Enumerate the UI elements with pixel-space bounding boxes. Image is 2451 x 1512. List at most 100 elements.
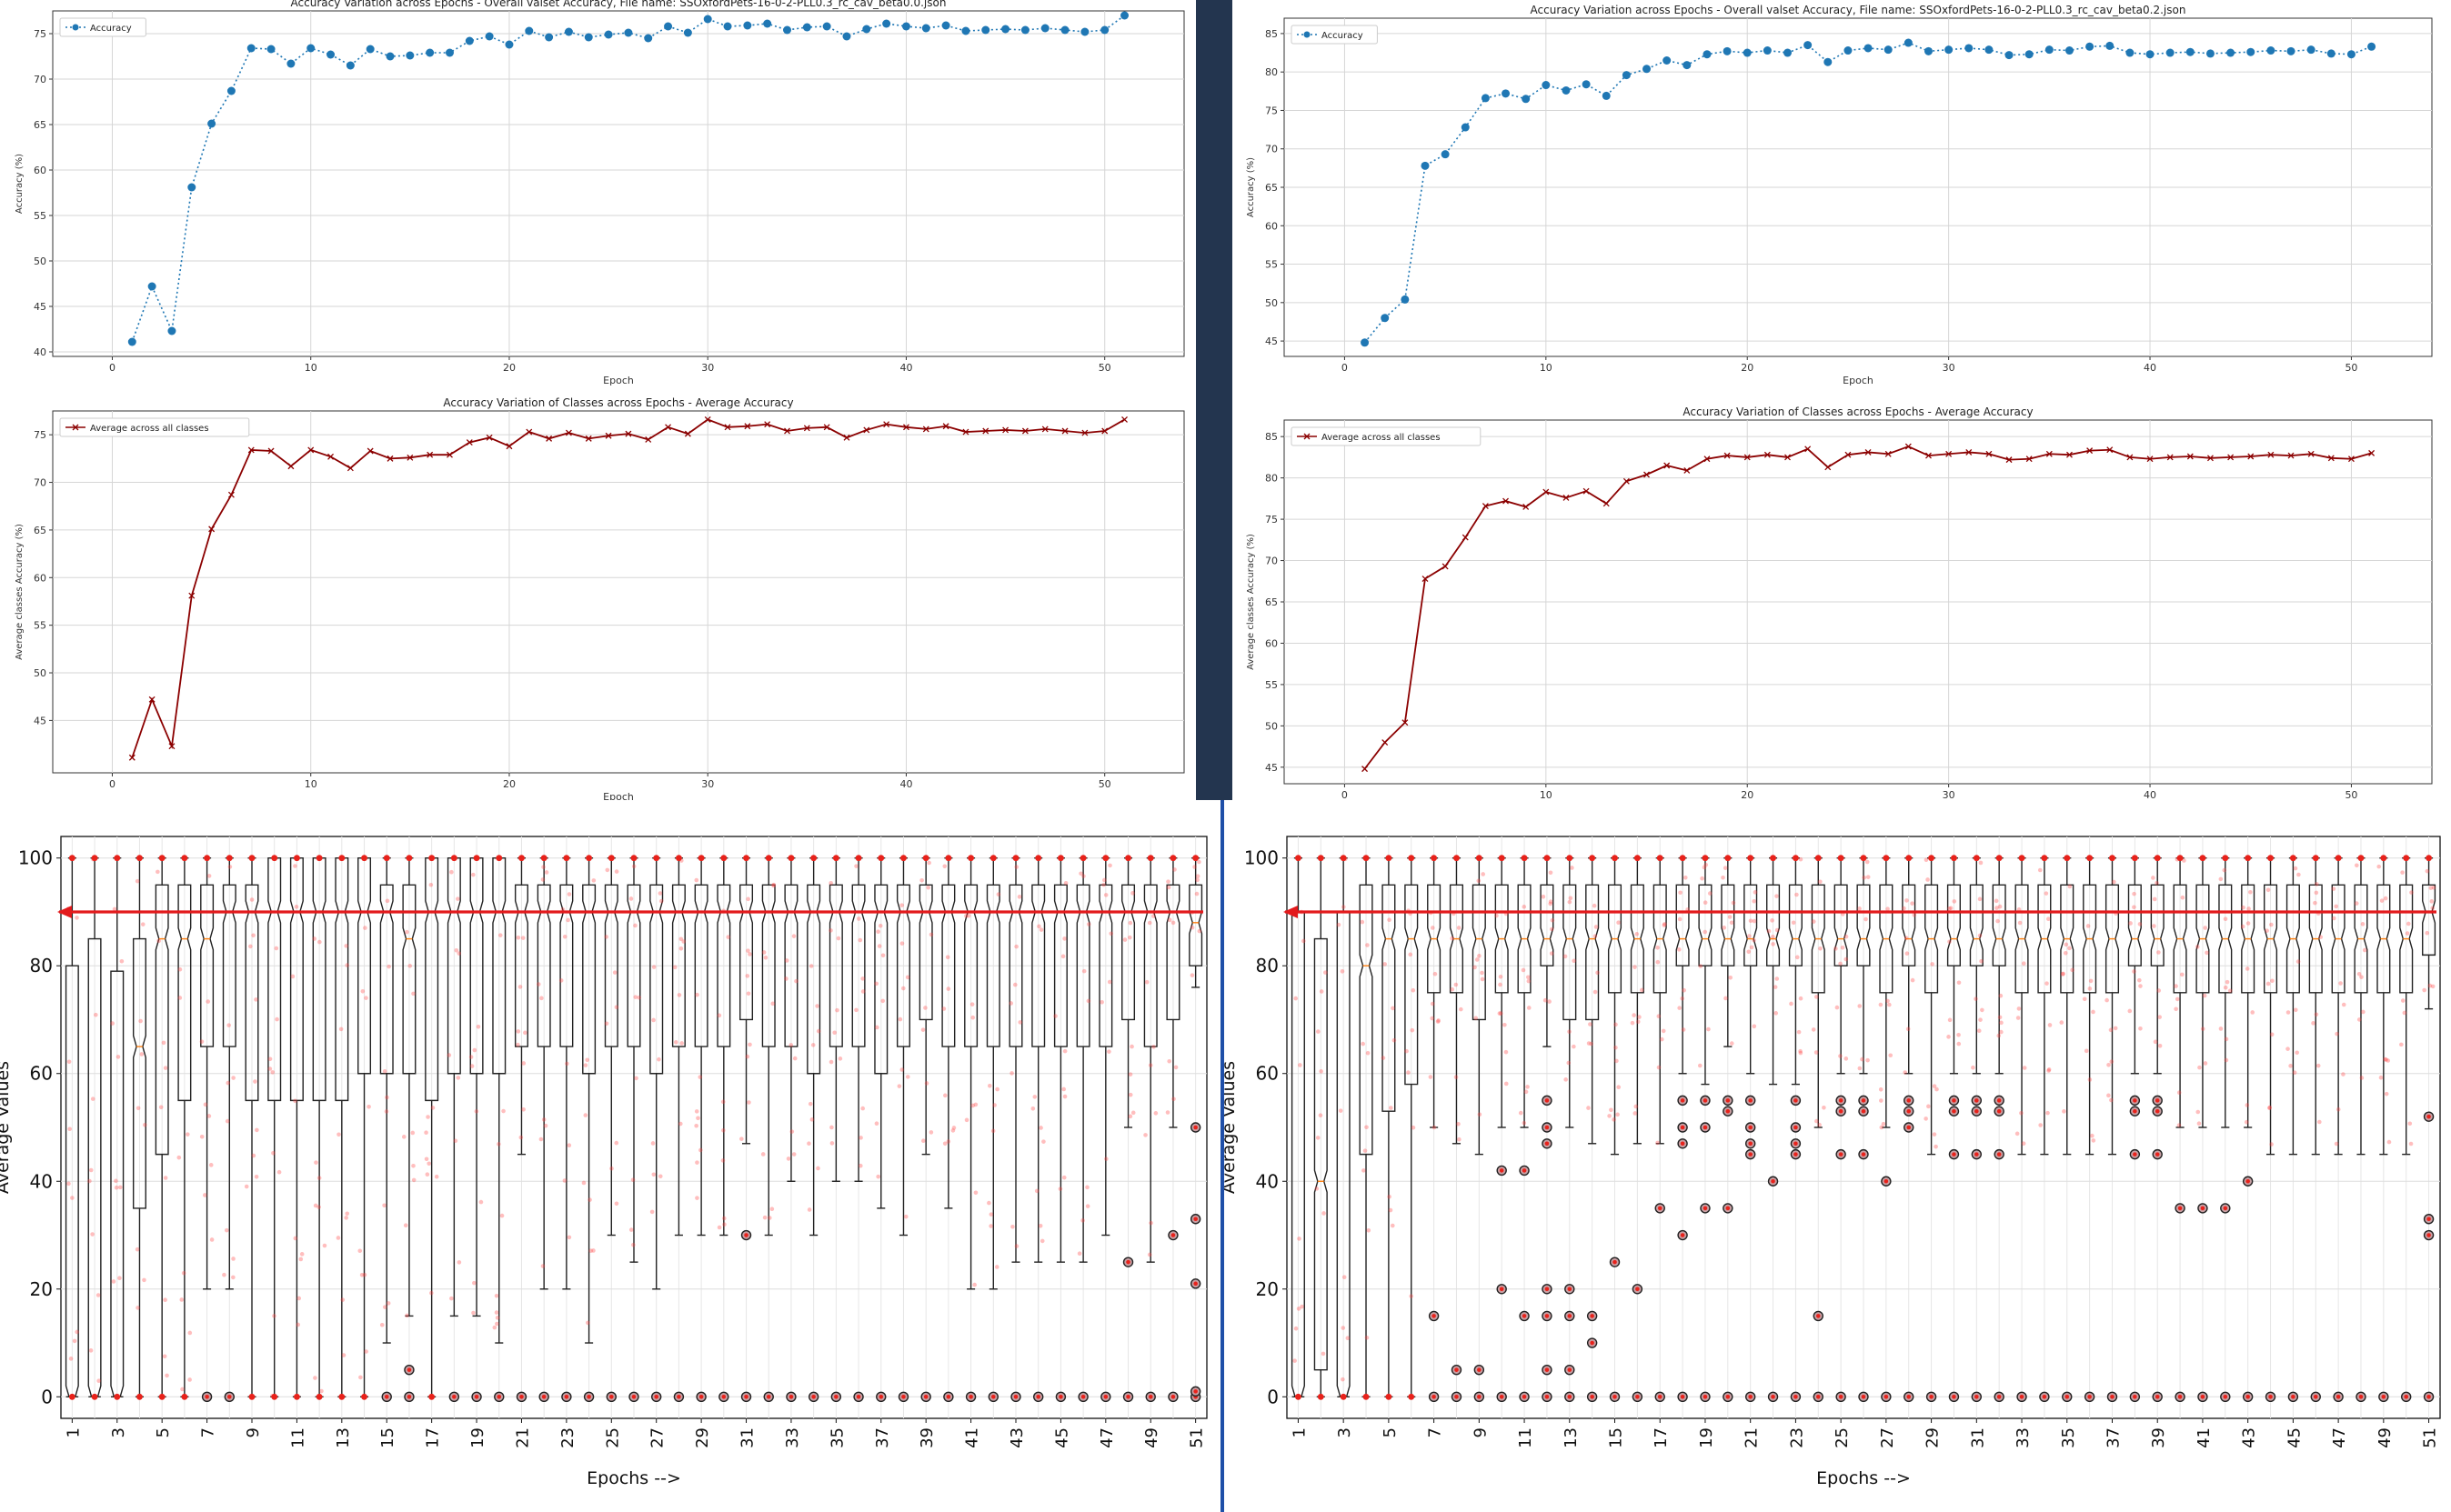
jitter-point-top (2312, 855, 2319, 862)
jitter-point (1997, 1015, 2003, 1020)
jitter-point (1365, 943, 1370, 947)
y-tick-label: 55 (1265, 259, 1278, 271)
jitter-point (1773, 985, 1778, 989)
jitter-point-top (968, 855, 974, 862)
box-epoch-25 (1833, 855, 1849, 1402)
jitter-point (2334, 904, 2338, 909)
jitter-point (2218, 876, 2224, 882)
data-point (366, 45, 375, 54)
jitter-point (2244, 1119, 2249, 1125)
jitter-point (447, 1053, 452, 1057)
jitter-point (2270, 978, 2275, 984)
x-tick-label: 51 (2421, 1427, 2440, 1448)
box-epoch-13 (1562, 855, 1577, 1402)
jitter-point (1592, 934, 1598, 938)
jitter-point (807, 1207, 812, 1212)
jitter-point (1999, 1020, 2004, 1026)
jitter-point (1153, 1111, 1159, 1116)
x-tick-label: 0 (1341, 789, 1348, 800)
jitter-point (650, 1141, 656, 1146)
jitter-point (117, 1276, 122, 1281)
jitter-point (270, 1070, 276, 1075)
jitter-point (379, 1322, 385, 1327)
box-body (447, 857, 461, 1075)
jitter-point-top (518, 855, 525, 862)
outlier-jitter-point (1680, 1394, 1685, 1399)
jitter-point (1633, 1104, 1639, 1109)
jitter-point-top (945, 855, 952, 862)
data-point (1461, 123, 1470, 132)
box-epoch-20 (492, 855, 507, 1402)
jitter-point (658, 891, 663, 896)
jitter-point-top (855, 855, 862, 862)
jitter-point-top (473, 855, 480, 862)
jitter-point (748, 952, 752, 956)
jitter-point (2109, 1097, 2114, 1103)
jitter-point (771, 882, 777, 887)
jitter-point (1568, 896, 1573, 901)
box-body (1856, 884, 1871, 966)
jitter-point (604, 1021, 609, 1026)
jitter-point (1655, 959, 1661, 965)
jitter-point (1456, 1121, 1461, 1126)
jitter-point (745, 1054, 750, 1059)
jitter-point (1838, 1054, 1843, 1058)
jitter-point (678, 936, 684, 942)
box-body (1879, 884, 1893, 994)
jitter-point (1947, 1017, 1953, 1023)
jitter-point (989, 1212, 994, 1217)
jitter-point (1108, 863, 1112, 868)
jitter-point (2315, 882, 2319, 886)
jitter-point (878, 923, 883, 928)
data-point (1723, 46, 1732, 55)
data-point (327, 453, 335, 460)
jitter-point (1167, 917, 1172, 923)
jitter-point (177, 996, 183, 1000)
jitter-point-bottom (1295, 1393, 1301, 1400)
data-point (1462, 534, 1469, 541)
jitter-point (1107, 979, 1112, 985)
jitter-point (88, 1348, 94, 1353)
y-tick-label: 60 (1256, 1063, 1279, 1085)
outlier-jitter-point (1838, 1098, 1843, 1103)
data-point (1081, 429, 1089, 436)
jitter-point (1030, 1106, 1036, 1111)
jitter-point (770, 1001, 776, 1006)
outlier-jitter-point (2200, 1206, 2205, 1211)
data-point (2166, 454, 2174, 461)
box-body (2037, 884, 2052, 994)
jitter-point (1364, 1125, 1369, 1130)
box-epoch-21 (1743, 855, 1758, 1402)
outlier-jitter-point (1793, 1394, 1798, 1399)
jitter-point (1144, 979, 1150, 985)
jitter-point (1040, 1238, 1045, 1244)
jitter-point (2292, 1070, 2297, 1076)
jitter-point (1774, 976, 1780, 981)
jitter-point (2335, 1106, 2341, 1112)
outlier-jitter-point (2064, 1394, 2070, 1399)
jitter-point (1053, 1014, 1058, 1018)
jitter-point (543, 1123, 548, 1128)
jitter-point (1502, 1022, 1507, 1027)
box-body (87, 937, 102, 1397)
jitter-point (898, 1016, 903, 1022)
data-point (386, 52, 395, 61)
jitter-point (1728, 976, 1733, 980)
jitter-point (1548, 899, 1553, 905)
jitter-point (1706, 1026, 1711, 1032)
jitter-point (2155, 880, 2159, 886)
jitter-point (1315, 1136, 1321, 1140)
jitter-point (1860, 1056, 1864, 1062)
jitter-point (1794, 892, 1799, 897)
data-point (167, 326, 176, 335)
y-tick-label: 0 (1267, 1386, 1279, 1407)
jitter-point (858, 937, 863, 943)
box-body (941, 884, 956, 1047)
data-point (664, 22, 673, 31)
box-body (1607, 884, 1622, 994)
jitter-point (832, 1030, 837, 1036)
jitter-point (2088, 978, 2094, 984)
jitter-point (176, 1155, 182, 1160)
plot-frame (52, 10, 1185, 357)
jitter-point (253, 1079, 257, 1084)
